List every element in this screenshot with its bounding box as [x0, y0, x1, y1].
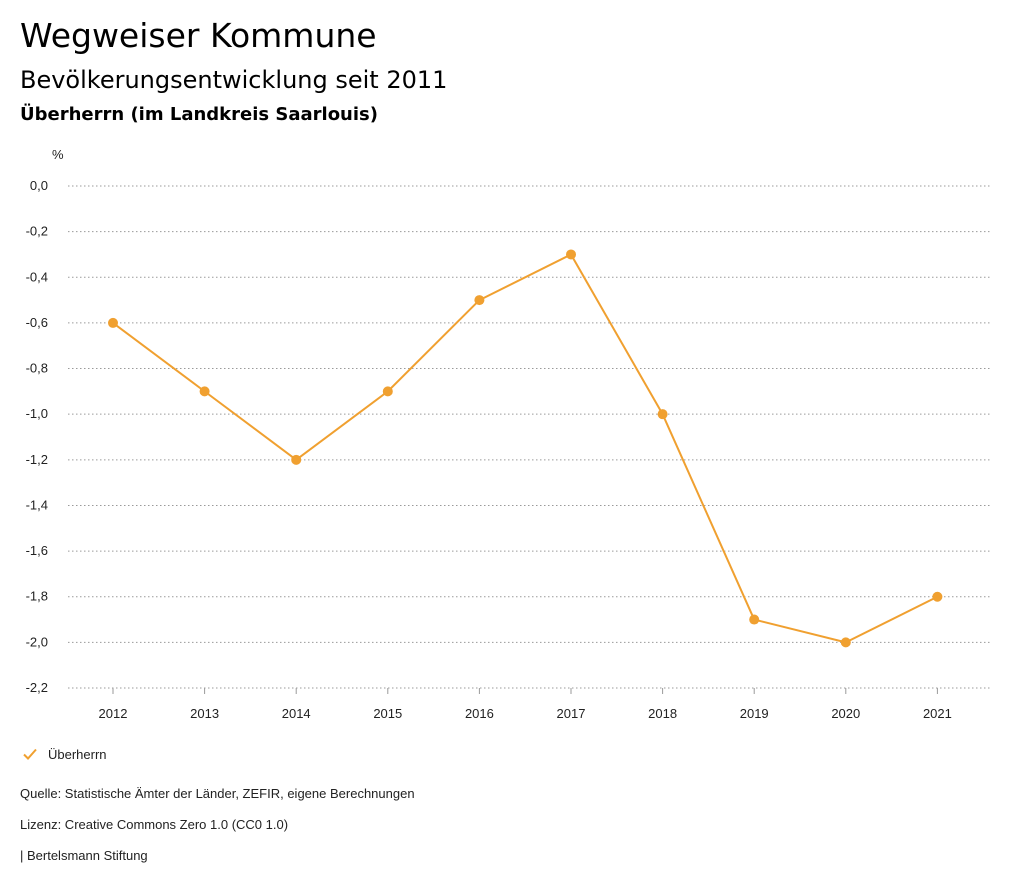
y-tick-label: -1,0 — [26, 406, 48, 421]
x-tick-label: 2020 — [831, 706, 860, 721]
line-chart: % 0,0 -0,2 -0,4 -0,6 -0,8 -1,0 -1,2 -1,4 -1,6 -1,8… — [26, 147, 990, 721]
x-tick-label: 2019 — [740, 706, 769, 721]
series-line — [112, 253, 938, 644]
legend[interactable]: Überherrn — [22, 744, 107, 764]
y-tick-label: -0,6 — [26, 315, 48, 330]
page-title: Wegweiser Kommune — [20, 16, 377, 55]
data-point[interactable] — [474, 295, 485, 306]
y-tick-label: -0,4 — [26, 269, 48, 284]
chart-subtitle: Bevölkerungsentwicklung seit 2011 — [20, 66, 448, 94]
data-point[interactable] — [932, 591, 943, 602]
x-tick-label: 2014 — [282, 706, 311, 721]
license-note: Lizenz: Creative Commons Zero 1.0 (CC0 1… — [20, 817, 289, 832]
x-tick-label: 2013 — [190, 706, 219, 721]
y-tick-label: -1,6 — [26, 543, 48, 558]
y-tick-label: -1,8 — [26, 589, 48, 604]
grid-lines — [68, 185, 990, 689]
x-tick-label: 2021 — [923, 706, 952, 721]
x-tick-label: 2018 — [648, 706, 677, 721]
data-point[interactable] — [749, 614, 760, 625]
data-point[interactable] — [291, 454, 302, 465]
y-axis-unit: % — [52, 147, 64, 162]
x-tick-label: 2015 — [373, 706, 402, 721]
x-tick-label: 2012 — [99, 706, 128, 721]
source-note: Quelle: Statistische Ämter der Länder, Z… — [20, 786, 415, 801]
legend-label: Überherrn — [48, 746, 107, 762]
y-tick-label: -1,4 — [26, 497, 48, 512]
check-icon — [23, 748, 37, 760]
publisher-note[interactable]: | Bertelsmann Stiftung — [20, 848, 148, 863]
y-tick-label: 0,0 — [30, 178, 48, 193]
y-tick-label: -2,0 — [26, 634, 48, 649]
data-point[interactable] — [566, 249, 576, 260]
series-layer — [108, 249, 943, 648]
y-tick-label: -2,2 — [26, 680, 48, 695]
data-point[interactable] — [840, 637, 851, 648]
x-tick-label: 2016 — [465, 706, 494, 721]
data-point[interactable] — [199, 386, 210, 397]
y-tick-label: -0,2 — [26, 224, 48, 239]
region-label: Überherrn (im Landkreis Saarlouis) — [20, 104, 378, 125]
axes: % 0,0 -0,2 -0,4 -0,6 -0,8 -1,0 -1,2 -1,4 -1,6 -1,8… — [26, 147, 952, 721]
x-tick-label: 2017 — [557, 706, 586, 721]
y-tick-label: -1,2 — [26, 452, 48, 467]
publisher-link[interactable]: | Bertelsmann Stiftung — [20, 848, 148, 863]
data-point[interactable] — [657, 409, 668, 420]
data-point[interactable] — [108, 317, 118, 328]
y-tick-label: -0,8 — [26, 361, 48, 376]
data-point[interactable] — [382, 386, 393, 397]
